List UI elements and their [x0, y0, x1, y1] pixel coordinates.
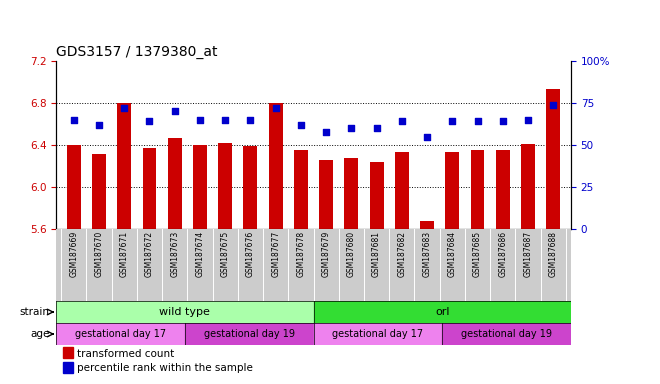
- Bar: [117, 103, 131, 229]
- Point: [69, 117, 79, 123]
- Bar: [193, 145, 207, 229]
- Point: [447, 118, 457, 124]
- Text: GSM187680: GSM187680: [347, 231, 356, 277]
- Bar: [496, 150, 510, 229]
- Text: transformed count: transformed count: [77, 349, 174, 359]
- Text: GSM187678: GSM187678: [296, 231, 306, 277]
- Text: GDS3157 / 1379380_at: GDS3157 / 1379380_at: [56, 45, 218, 59]
- Text: strain: strain: [19, 307, 50, 317]
- Text: GSM187676: GSM187676: [246, 231, 255, 277]
- Bar: [168, 137, 182, 229]
- Bar: [314, 301, 571, 323]
- Point: [119, 105, 129, 111]
- Text: orl: orl: [435, 307, 449, 317]
- Bar: [56, 323, 185, 345]
- Text: percentile rank within the sample: percentile rank within the sample: [77, 363, 253, 373]
- Text: GSM187671: GSM187671: [119, 231, 129, 277]
- Text: GSM187679: GSM187679: [321, 231, 331, 277]
- Bar: [185, 323, 314, 345]
- Text: GSM187672: GSM187672: [145, 231, 154, 277]
- Bar: [319, 160, 333, 229]
- Bar: [442, 323, 571, 345]
- Point: [170, 108, 180, 114]
- Point: [397, 118, 407, 124]
- Text: GSM187687: GSM187687: [523, 231, 533, 277]
- Bar: [143, 148, 156, 229]
- Point: [195, 117, 205, 123]
- Point: [321, 129, 331, 135]
- Text: GSM187684: GSM187684: [447, 231, 457, 277]
- Point: [498, 118, 508, 124]
- Bar: [92, 154, 106, 229]
- Bar: [244, 146, 257, 229]
- Point: [245, 117, 255, 123]
- Text: GSM187686: GSM187686: [498, 231, 508, 277]
- Point: [372, 125, 382, 131]
- Bar: [521, 144, 535, 229]
- Point: [346, 125, 356, 131]
- Point: [220, 117, 230, 123]
- Bar: [269, 103, 282, 229]
- Bar: [446, 152, 459, 229]
- Point: [523, 117, 533, 123]
- Bar: [67, 145, 81, 229]
- Point: [548, 102, 558, 108]
- Bar: [56, 301, 314, 323]
- Text: GSM187681: GSM187681: [372, 231, 381, 277]
- Text: GSM187682: GSM187682: [397, 231, 407, 277]
- Bar: [314, 323, 442, 345]
- Text: GSM187688: GSM187688: [548, 231, 558, 277]
- Text: age: age: [30, 329, 50, 339]
- Point: [94, 122, 104, 128]
- Point: [473, 118, 483, 124]
- Text: gestational day 17: gestational day 17: [332, 329, 424, 339]
- Text: GSM187674: GSM187674: [195, 231, 205, 277]
- Bar: [294, 150, 308, 229]
- Bar: [546, 89, 560, 229]
- Text: GSM187685: GSM187685: [473, 231, 482, 277]
- Bar: [395, 152, 409, 229]
- Bar: [471, 150, 484, 229]
- Text: gestational day 19: gestational day 19: [204, 329, 294, 339]
- Text: GSM187675: GSM187675: [220, 231, 230, 277]
- Bar: [218, 143, 232, 229]
- Text: gestational day 17: gestational day 17: [75, 329, 166, 339]
- Text: GSM187677: GSM187677: [271, 231, 280, 277]
- Text: GSM187683: GSM187683: [422, 231, 432, 277]
- Bar: [420, 220, 434, 229]
- Text: GSM187669: GSM187669: [69, 231, 79, 277]
- Text: wild type: wild type: [159, 307, 211, 317]
- Point: [271, 105, 281, 111]
- Bar: [370, 162, 383, 229]
- Point: [422, 134, 432, 140]
- Text: gestational day 19: gestational day 19: [461, 329, 552, 339]
- Bar: [345, 157, 358, 229]
- Text: GSM187670: GSM187670: [94, 231, 104, 277]
- Point: [144, 118, 154, 124]
- Point: [296, 122, 306, 128]
- Text: GSM187673: GSM187673: [170, 231, 180, 277]
